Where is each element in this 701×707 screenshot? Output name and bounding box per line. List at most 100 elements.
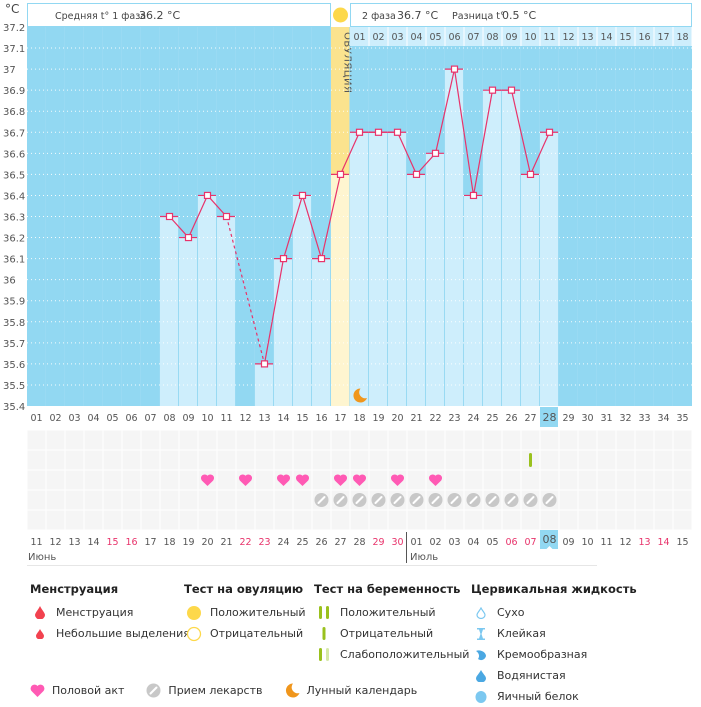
marker-cell bbox=[445, 470, 464, 490]
cycle-day-label: 07 bbox=[144, 413, 156, 424]
marker-cell bbox=[540, 450, 559, 470]
creamy-icon bbox=[471, 649, 491, 661]
legend-item: Положительный bbox=[184, 602, 306, 623]
temp-line-segment bbox=[301, 195, 323, 259]
marker-cell bbox=[122, 510, 141, 530]
legend-title: Тест на овуляцию bbox=[184, 582, 304, 596]
temp-point bbox=[526, 170, 535, 178]
marker-cell bbox=[369, 470, 388, 490]
marker-cell bbox=[65, 430, 84, 450]
legend-title: Тест на беременность bbox=[314, 582, 461, 596]
marker-cell bbox=[369, 430, 388, 450]
temp-point bbox=[412, 170, 421, 178]
marker-cell bbox=[559, 490, 578, 510]
marker-cell bbox=[236, 430, 255, 450]
legend-label: Яичный белок bbox=[497, 690, 579, 703]
marker-cell bbox=[597, 490, 616, 510]
y-tick-label: 35.9 bbox=[3, 297, 25, 308]
pill-icon bbox=[146, 683, 161, 698]
y-tick-label: 37.2 bbox=[3, 23, 25, 34]
marker-cell bbox=[540, 510, 559, 530]
phase2-day-label: 09 bbox=[505, 32, 517, 43]
marker-cell bbox=[635, 510, 654, 530]
cycle-day-label: 35 bbox=[676, 413, 688, 424]
marker-cell bbox=[521, 470, 540, 490]
marker-cell bbox=[293, 450, 312, 470]
cycle-day-label: 14 bbox=[277, 413, 289, 424]
pill-icon bbox=[390, 493, 405, 507]
temp-bar bbox=[160, 216, 178, 406]
pill-stripe bbox=[393, 496, 402, 504]
marker-cell bbox=[483, 510, 502, 530]
month-label: Июнь bbox=[28, 552, 56, 563]
marker-cell bbox=[103, 510, 122, 530]
marker-cell bbox=[27, 510, 46, 530]
legend-item: Клейкая bbox=[471, 623, 637, 644]
marker-cell bbox=[217, 490, 236, 510]
phase2-day-label: 16 bbox=[638, 32, 650, 43]
marker-cell bbox=[179, 490, 198, 510]
temp-line-segment bbox=[282, 195, 304, 259]
calendar-date-label: 11 bbox=[30, 537, 42, 548]
marker-cell bbox=[407, 470, 426, 490]
pill-stripe bbox=[545, 496, 554, 504]
y-tick-label: 35.6 bbox=[3, 360, 25, 371]
temp-point bbox=[203, 191, 212, 200]
temp-bar bbox=[483, 90, 501, 407]
marker-cell bbox=[616, 470, 635, 490]
phase1-label: Средняя t° 1 фаза bbox=[55, 11, 146, 22]
egg-white-icon bbox=[471, 690, 491, 703]
marker-cell bbox=[65, 470, 84, 490]
legend-bottom: Половой акт Прием лекарств Лунный календ… bbox=[30, 683, 439, 698]
marker-cell bbox=[426, 450, 445, 470]
legend-item: Кремообразная bbox=[471, 644, 637, 665]
temp-point bbox=[317, 255, 326, 263]
marker-cell bbox=[84, 490, 103, 510]
temp-point bbox=[165, 212, 174, 221]
marker-cell bbox=[46, 470, 65, 490]
marker-cell bbox=[160, 430, 179, 450]
heart-icon bbox=[30, 684, 45, 697]
marker-cell bbox=[141, 470, 160, 490]
calendar-date-label: 16 bbox=[125, 537, 137, 548]
marker-cell bbox=[502, 450, 521, 470]
marker-cell bbox=[217, 430, 236, 450]
legend-item: Слабоположительный bbox=[314, 644, 469, 665]
marker-cell bbox=[331, 510, 350, 530]
marker-cell bbox=[464, 450, 483, 470]
temp-line-segment bbox=[510, 90, 532, 175]
phase1-value: 36.2 °C bbox=[139, 9, 180, 22]
y-tick-label: 36.9 bbox=[3, 86, 25, 97]
legend-item: Отрицательный bbox=[184, 623, 306, 644]
pill-stripe bbox=[412, 496, 421, 504]
marker-cell bbox=[464, 470, 483, 490]
marker-cell bbox=[198, 510, 217, 530]
temp-bar bbox=[407, 174, 425, 406]
marker-cell bbox=[179, 510, 198, 530]
marker-cell bbox=[217, 450, 236, 470]
calendar-date-label: 15 bbox=[676, 537, 688, 548]
pill-stripe bbox=[431, 496, 440, 504]
marker-cell bbox=[426, 430, 445, 450]
marker-cell bbox=[597, 430, 616, 450]
legend-pregnancy-test: Тест на беременность Положительный Отриц… bbox=[314, 582, 469, 665]
temp-line-segment bbox=[472, 90, 494, 196]
pill-stripe bbox=[450, 496, 459, 504]
marker-cell bbox=[426, 510, 445, 530]
marker-cell bbox=[559, 470, 578, 490]
temp-point bbox=[374, 128, 383, 136]
heart-shape bbox=[276, 474, 291, 486]
pregnancy-test-negative-icon bbox=[529, 453, 532, 467]
y-tick-label: 35.8 bbox=[3, 318, 25, 329]
marker-cell bbox=[464, 430, 483, 450]
calendar-date-label: 27 bbox=[334, 537, 346, 548]
marker-cell bbox=[179, 430, 198, 450]
cycle-day-label: 24 bbox=[467, 413, 479, 424]
pill-icon bbox=[485, 493, 500, 507]
temp-bar bbox=[540, 132, 558, 406]
legend-title: Менструация bbox=[30, 582, 119, 596]
cycle-day-label: 25 bbox=[486, 413, 498, 424]
cycle-day-label: 02 bbox=[49, 413, 61, 424]
legend-item: Половой акт bbox=[30, 683, 124, 698]
circle-filled-icon bbox=[184, 605, 204, 621]
